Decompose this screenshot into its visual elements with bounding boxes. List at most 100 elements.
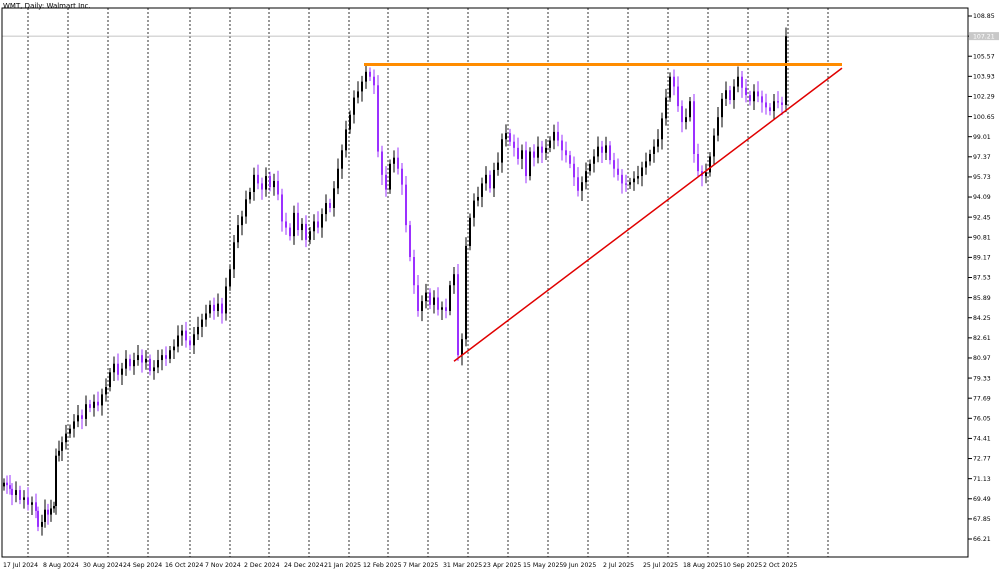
candle-body <box>533 151 535 158</box>
chart-title: WMT, Daily: Walmart Inc. <box>3 2 91 10</box>
x-tick-label: 2 Jul 2025 <box>603 562 634 569</box>
y-tick-label: 69.49 <box>973 496 991 503</box>
candle-body <box>333 188 335 208</box>
candle-body <box>373 76 375 86</box>
candle-body <box>317 221 319 228</box>
candle-body <box>35 502 37 511</box>
candle-body <box>589 163 591 172</box>
candle-body <box>653 146 655 154</box>
candle-body <box>277 180 279 195</box>
candle-body <box>537 146 539 158</box>
y-tick-label: 100.65 <box>973 114 995 121</box>
x-tick-label: 7 Mar 2025 <box>403 562 438 569</box>
candle-body <box>137 355 139 361</box>
candle-body <box>517 147 519 159</box>
y-tick-label: 99.01 <box>973 134 991 141</box>
candle-body <box>553 131 555 141</box>
candle-body <box>485 174 487 184</box>
candle-body <box>73 421 75 429</box>
candle-body <box>177 335 179 347</box>
candle-body <box>781 102 783 105</box>
candle-body <box>285 221 287 228</box>
y-tick-label: 67.85 <box>973 516 991 523</box>
candle-body <box>289 227 291 237</box>
candle-body <box>529 151 531 177</box>
candle-body <box>15 490 17 495</box>
x-tick-label: 2 Oct 2025 <box>763 562 797 569</box>
x-tick-label: 2 Dec 2024 <box>244 562 280 569</box>
candle-body <box>545 147 547 153</box>
candle-body <box>717 117 719 136</box>
candle-body <box>605 145 607 153</box>
candle-body <box>601 146 603 153</box>
trend-lines <box>364 62 843 362</box>
candle-body <box>765 102 767 108</box>
candle-body <box>221 303 223 314</box>
candle-body <box>149 358 151 372</box>
candle-body <box>349 114 351 130</box>
candle-body <box>337 168 339 189</box>
candle-body <box>153 367 155 372</box>
candle-body <box>465 245 467 340</box>
candle-body <box>273 180 275 188</box>
candle-body <box>245 199 247 217</box>
candle-body <box>645 161 647 168</box>
y-tick-label: 71.13 <box>973 476 991 483</box>
candle-body <box>77 415 79 422</box>
candle-body <box>117 363 119 375</box>
candle-body <box>677 86 679 107</box>
candle-body <box>577 177 579 191</box>
candle-body <box>189 340 191 346</box>
candle-body <box>513 141 515 148</box>
candle-body <box>777 101 779 103</box>
candle-body <box>269 176 271 188</box>
candle-body <box>621 174 623 184</box>
candle-body <box>357 91 359 98</box>
chart-axes: 17 Jul 2024 8 Aug 2024 30 Aug 2024 24 Sep 2… <box>1 7 999 569</box>
candle-body <box>585 171 587 183</box>
candle-body <box>641 167 643 177</box>
candle-body <box>293 212 295 237</box>
candle-body <box>725 90 727 99</box>
candle-body <box>661 118 663 140</box>
y-tick-label: 76.05 <box>973 416 991 423</box>
candle-body <box>497 162 499 170</box>
candle-body <box>197 326 199 335</box>
candle-body <box>169 350 171 359</box>
candle-body <box>557 131 559 141</box>
candle-body <box>425 292 427 302</box>
current-price-label: 107.21 <box>973 33 995 40</box>
x-tick-label: 12 Feb 2025 <box>363 562 402 569</box>
candle-body <box>597 146 599 157</box>
candle-body <box>685 117 687 123</box>
candle-body <box>417 285 419 311</box>
y-tick-label: 66.21 <box>973 536 991 543</box>
candle-body <box>377 85 379 152</box>
candle-body <box>6 482 8 486</box>
candle-body <box>593 156 595 164</box>
candle-body <box>365 71 367 82</box>
y-tick-label: 90.81 <box>973 234 991 241</box>
candle-body <box>433 297 435 305</box>
y-tick-label: 89.17 <box>973 255 991 262</box>
candle-body <box>241 216 243 226</box>
candle-body <box>53 506 55 509</box>
candle-body <box>473 200 475 218</box>
candle-body <box>573 163 575 178</box>
candle-body <box>101 394 103 406</box>
candle-body <box>369 71 371 77</box>
candle-body <box>673 76 675 87</box>
candle-body <box>401 168 403 185</box>
candle-body <box>657 139 659 147</box>
candle-body <box>341 150 343 169</box>
candle-body <box>753 91 755 102</box>
candle-body <box>58 450 60 456</box>
candle-body <box>65 433 67 443</box>
y-tick-label: 77.69 <box>973 395 991 402</box>
candle-body <box>145 358 147 363</box>
candle-body <box>213 304 215 311</box>
candle-body <box>693 101 695 154</box>
x-tick-label: 15 May 2025 <box>523 562 563 569</box>
candle-body <box>11 488 13 495</box>
